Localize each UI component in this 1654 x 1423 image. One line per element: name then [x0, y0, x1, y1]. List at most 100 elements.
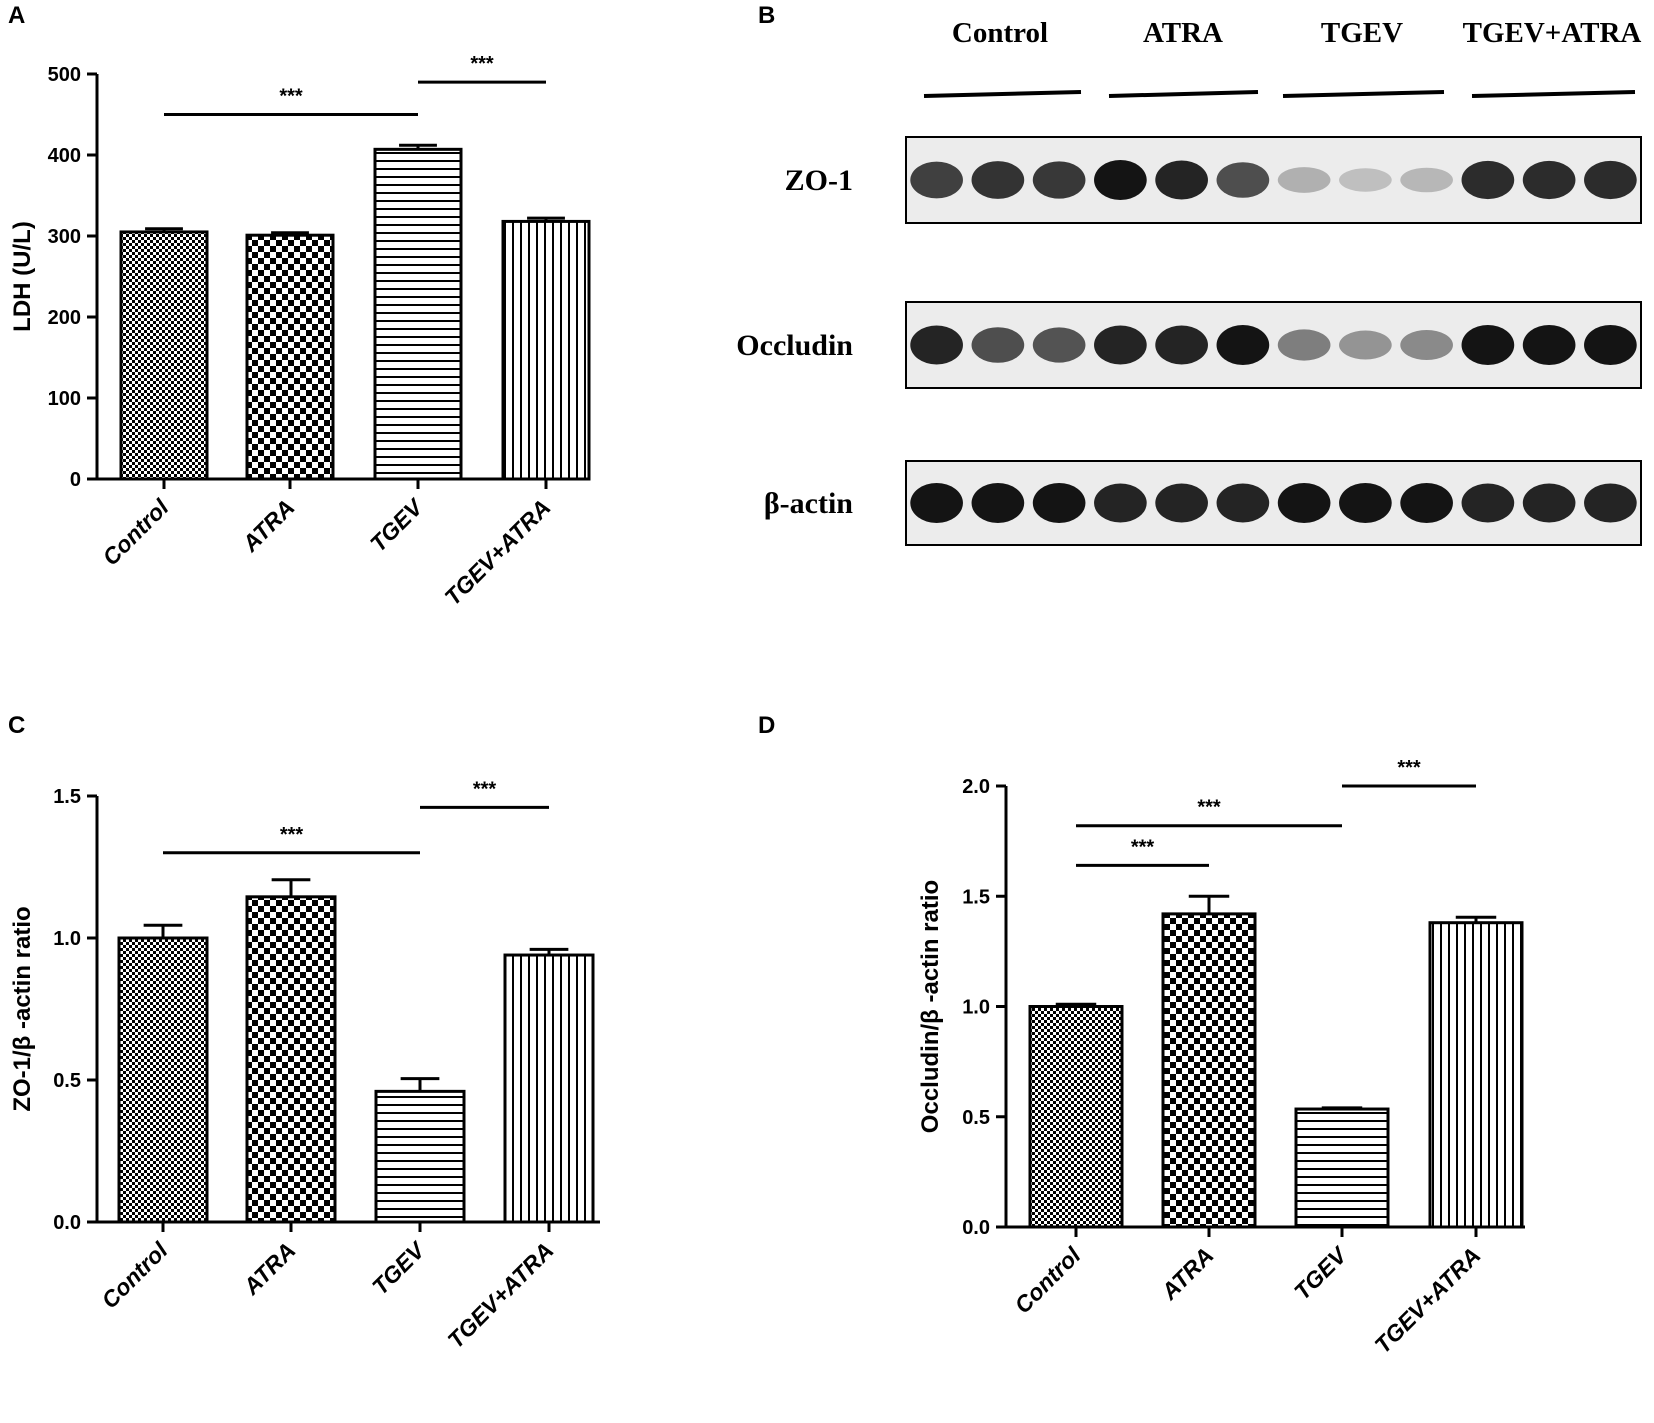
- bar-tgev: [374, 1089, 466, 1224]
- blot-band: [1584, 325, 1637, 365]
- blot-band: [971, 483, 1025, 523]
- y-tick-label: 1.0: [53, 928, 81, 950]
- blot-band: [1155, 325, 1208, 365]
- blot-band: [1339, 168, 1392, 192]
- y-tick-label: 1.5: [53, 786, 81, 808]
- blot-band: [1032, 483, 1086, 523]
- x-tick-label: ATRA: [236, 494, 299, 557]
- y-tick-label: 1.0: [962, 997, 990, 1019]
- chart-d-group: 0.0 0.5 1.0 1.5 2.0 Occludin/β -actin ratio Co…: [917, 757, 1525, 1358]
- blot-band: [1155, 160, 1208, 200]
- chart-a-group: 0 100 200 300 400 500 LDH (U/L) Control ATRA TGEV…: [9, 53, 591, 610]
- significance-label: ***: [1131, 836, 1155, 858]
- blot-band: [1584, 483, 1637, 523]
- y-tick-label: 0: [70, 469, 81, 491]
- y-tick-label: 0.5: [53, 1070, 81, 1092]
- x-tick-label: ATRA: [237, 1237, 300, 1300]
- blot-row-label: β-actin: [764, 487, 853, 520]
- y-tick-label: 0.0: [962, 1217, 990, 1239]
- significance-label: ***: [473, 778, 497, 800]
- blot-band: [1032, 327, 1086, 363]
- blot-band: [910, 325, 963, 365]
- x-tick-label: TGEV: [367, 1236, 431, 1300]
- blot-band: [1216, 162, 1270, 198]
- blot-group-label: ATRA: [1143, 17, 1223, 49]
- bar-atra: [245, 233, 335, 481]
- panel-letter-b: B: [758, 2, 776, 29]
- blot-strip: [905, 460, 1642, 546]
- blot-band: [1584, 160, 1637, 200]
- y-tick-label: 1.5: [962, 886, 990, 908]
- blot-band: [1522, 325, 1576, 365]
- blot-band: [1461, 325, 1515, 365]
- bar-atra: [245, 895, 337, 1224]
- x-tick-label: TGEV: [365, 493, 429, 557]
- blot-group-line: [1108, 90, 1259, 98]
- y-tick-label: 400: [48, 145, 81, 167]
- bar-atra: [1161, 912, 1257, 1229]
- y-axis-label: ZO-1/β -actin ratio: [9, 906, 36, 1111]
- significance-label: ***: [470, 53, 494, 75]
- panel-letter-d: D: [758, 712, 776, 739]
- blot-strip: [905, 301, 1642, 389]
- blot-band: [1339, 330, 1392, 360]
- bar-tgev-atra: [501, 219, 591, 481]
- blot-band: [1277, 483, 1331, 523]
- blot-group-line: [1471, 90, 1636, 98]
- blot-band: [1216, 325, 1270, 365]
- y-tick-label: 500: [48, 64, 81, 86]
- x-tick-label: ATRA: [1155, 1242, 1218, 1305]
- blot-band: [971, 327, 1025, 363]
- bar-tgev-atra: [503, 953, 595, 1224]
- y-tick-label: 200: [48, 307, 81, 329]
- x-tick-label: TGEV+ATRA: [439, 494, 555, 610]
- blot-band: [1277, 329, 1331, 361]
- bar-tgev-atra: [1428, 921, 1524, 1229]
- blot-band: [1032, 161, 1086, 199]
- x-tick-label: TGEV+ATRA: [1369, 1242, 1485, 1358]
- blot-band: [1400, 329, 1453, 361]
- y-tick-label: 0.5: [962, 1107, 990, 1129]
- significance-label: ***: [1397, 757, 1421, 779]
- blot-band: [910, 483, 963, 523]
- x-tick-label: Control: [96, 1237, 173, 1314]
- blot-group-label: Control: [952, 17, 1048, 49]
- blot-band: [1216, 483, 1270, 523]
- blot-band: [1277, 167, 1331, 193]
- bar-control: [1028, 1005, 1124, 1229]
- x-tick-label: Control: [97, 494, 174, 571]
- bar-tgev: [1294, 1107, 1390, 1229]
- blot-band: [1522, 483, 1576, 523]
- blot-band: [1094, 483, 1147, 523]
- blot-band: [1461, 483, 1515, 523]
- y-tick-label: 300: [48, 226, 81, 248]
- blot-band: [1094, 325, 1147, 365]
- blot-band: [1094, 160, 1147, 200]
- blot-row-label: ZO-1: [785, 164, 853, 197]
- blot-group-label: TGEV: [1321, 17, 1403, 49]
- bar-control: [117, 936, 209, 1224]
- bar-tgev: [373, 147, 463, 481]
- y-tick-label: 2.0: [962, 776, 990, 798]
- blot-band: [1400, 483, 1453, 523]
- blot-band: [1461, 160, 1515, 200]
- blot-strip: [905, 136, 1642, 224]
- x-tick-label: Control: [1009, 1242, 1086, 1319]
- panel-letter-a: A: [8, 2, 26, 29]
- y-axis-label: LDH (U/L): [9, 221, 36, 332]
- blot-band: [1155, 483, 1208, 523]
- x-tick-label: TGEV: [1289, 1241, 1353, 1305]
- blot-band: [971, 161, 1025, 199]
- panel-letter-c: C: [8, 712, 26, 739]
- y-axis-label: Occludin/β -actin ratio: [917, 880, 944, 1133]
- blot-group-label: TGEV+ATRA: [1463, 17, 1642, 49]
- significance-label: ***: [1197, 797, 1221, 819]
- blot-group: Control ATRA TGEV TGEV+ATRA ZO-1 Occludin β-ac…: [736, 17, 1642, 546]
- x-tick-label: TGEV+ATRA: [442, 1237, 558, 1353]
- significance-label: ***: [280, 824, 304, 846]
- blot-band: [1522, 160, 1576, 200]
